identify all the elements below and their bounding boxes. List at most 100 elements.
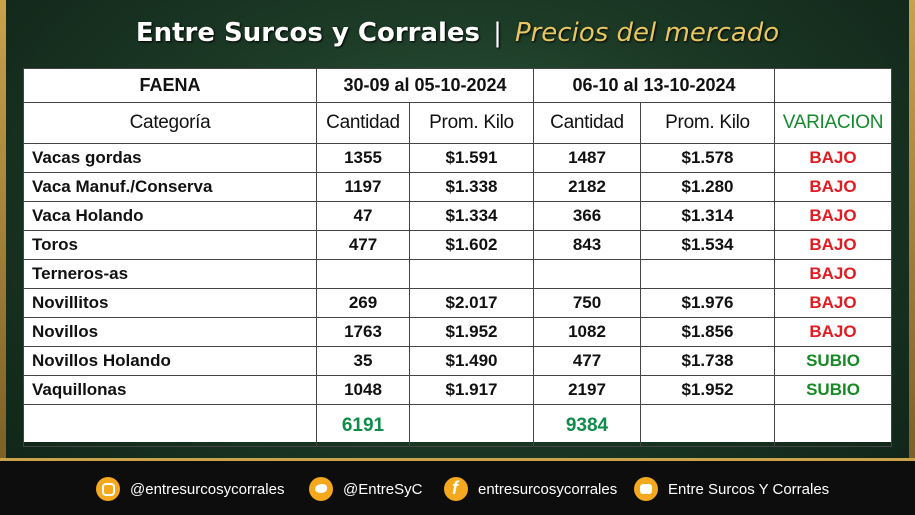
col-header-variacion: VARIACION <box>774 102 892 144</box>
table-row: Novillitos 269 $2.017 750 $1.976 BAJO <box>23 288 892 318</box>
total-cantidad-2: 9384 <box>533 404 641 447</box>
prom-kilo-1-cell <box>409 259 534 289</box>
period1-header: 30-09 al 05-10-2024 <box>316 68 534 103</box>
period2-header: 06-10 al 13-10-2024 <box>533 68 775 103</box>
table-row: Vacas gordas 1355 $1.591 1487 $1.578 BAJO <box>23 143 892 173</box>
prom-kilo-1-cell: $1.334 <box>409 201 534 231</box>
cantidad-2-cell: 1082 <box>533 317 641 347</box>
table-totals-row: 6191 9384 <box>23 404 892 447</box>
table-row: Vaca Manuf./Conserva 1197 $1.338 2182 $1.280… <box>23 172 892 202</box>
totals-empty-cell <box>409 404 534 447</box>
cantidad-1-cell: 47 <box>316 201 410 231</box>
cantidad-2-cell: 1487 <box>533 143 641 173</box>
prom-kilo-1-cell: $2.017 <box>409 288 534 318</box>
twitter-link[interactable]: @EntreSyC <box>309 477 422 501</box>
prom-kilo-1-cell: $1.952 <box>409 317 534 347</box>
prom-kilo-1-cell: $1.591 <box>409 143 534 173</box>
twitter-handle: @EntreSyC <box>343 480 423 498</box>
totals-empty-cell <box>774 404 892 447</box>
prom-kilo-1-cell: $1.338 <box>409 172 534 202</box>
variacion-cell: BAJO <box>774 317 892 347</box>
categoria-cell: Vaca Manuf./Conserva <box>23 172 317 202</box>
categoria-cell: Novillos Holando <box>23 346 317 376</box>
instagram-link[interactable]: @entresurcosycorrales <box>96 477 284 501</box>
facebook-icon <box>444 477 468 501</box>
gold-border-bottom <box>0 458 915 461</box>
table-header-row-columns: Categoría Cantidad Prom. Kilo Cantidad P… <box>23 102 892 144</box>
table-body: Vacas gordas 1355 $1.591 1487 $1.578 BAJO Vaca… <box>23 143 892 405</box>
empty-header-cell <box>774 68 892 103</box>
gold-border-right <box>909 0 915 460</box>
prom-kilo-2-cell: $1.856 <box>640 317 775 347</box>
table-row: Vaca Holando 47 $1.334 366 $1.314 BAJO <box>23 201 892 231</box>
variacion-cell: BAJO <box>774 288 892 318</box>
variacion-cell: BAJO <box>774 172 892 202</box>
title-subtitle: Precios del mercado <box>514 18 780 48</box>
table-row: Vaquillonas 1048 $1.917 2197 $1.952 SUBIO <box>23 375 892 405</box>
prom-kilo-2-cell <box>640 259 775 289</box>
facebook-link[interactable]: entresurcosycorrales <box>444 477 617 501</box>
table-row: Novillos 1763 $1.952 1082 $1.856 BAJO <box>23 317 892 347</box>
page-title: Entre Surcos y Corrales | Precios del me… <box>0 18 915 48</box>
variacion-cell: BAJO <box>774 143 892 173</box>
cantidad-1-cell: 269 <box>316 288 410 318</box>
variacion-cell: BAJO <box>774 230 892 260</box>
total-cantidad-1: 6191 <box>316 404 410 447</box>
cantidad-1-cell: 1763 <box>316 317 410 347</box>
price-table: FAENA 30-09 al 05-10-2024 06-10 al 13-10… <box>23 68 892 447</box>
cantidad-2-cell <box>533 259 641 289</box>
categoria-cell: Novillos <box>23 317 317 347</box>
cantidad-1-cell: 1048 <box>316 375 410 405</box>
prom-kilo-2-cell: $1.314 <box>640 201 775 231</box>
twitter-icon <box>309 477 333 501</box>
social-footer: @entresurcosycorrales @EntreSyC entresur… <box>0 461 915 515</box>
instagram-icon <box>96 477 120 501</box>
cantidad-2-cell: 366 <box>533 201 641 231</box>
instagram-handle: @entresurcosycorrales <box>130 480 285 498</box>
col-header-cantidad-1: Cantidad <box>316 102 410 144</box>
title-separator: | <box>493 18 502 48</box>
faena-header: FAENA <box>23 68 317 103</box>
title-main: Entre Surcos y Corrales <box>135 18 481 48</box>
cantidad-2-cell: 2182 <box>533 172 641 202</box>
col-header-categoria: Categoría <box>23 102 317 144</box>
cantidad-1-cell: 1355 <box>316 143 410 173</box>
variacion-cell: SUBIO <box>774 346 892 376</box>
prom-kilo-2-cell: $1.578 <box>640 143 775 173</box>
cantidad-1-cell: 477 <box>316 230 410 260</box>
col-header-cantidad-2: Cantidad <box>533 102 641 144</box>
categoria-cell: Toros <box>23 230 317 260</box>
variacion-cell: BAJO <box>774 201 892 231</box>
prom-kilo-1-cell: $1.602 <box>409 230 534 260</box>
categoria-cell: Vaca Holando <box>23 201 317 231</box>
table-header-row-periods: FAENA 30-09 al 05-10-2024 06-10 al 13-10… <box>23 68 892 103</box>
col-header-prom-kilo-1: Prom. Kilo <box>409 102 534 144</box>
table-row: Terneros-as BAJO <box>23 259 892 289</box>
price-table-card: FAENA 30-09 al 05-10-2024 06-10 al 13-10… <box>23 68 892 447</box>
categoria-cell: Terneros-as <box>23 259 317 289</box>
facebook-handle: entresurcosycorrales <box>478 480 618 498</box>
prom-kilo-1-cell: $1.490 <box>409 346 534 376</box>
totals-label-cell <box>23 404 317 447</box>
prom-kilo-2-cell: $1.738 <box>640 346 775 376</box>
cantidad-1-cell: 1197 <box>316 172 410 202</box>
cantidad-2-cell: 843 <box>533 230 641 260</box>
cantidad-2-cell: 2197 <box>533 375 641 405</box>
youtube-icon <box>634 477 658 501</box>
gold-border-left <box>0 0 6 460</box>
prom-kilo-1-cell: $1.917 <box>409 375 534 405</box>
table-row: Toros 477 $1.602 843 $1.534 BAJO <box>23 230 892 260</box>
prom-kilo-2-cell: $1.280 <box>640 172 775 202</box>
youtube-link[interactable]: Entre Surcos Y Corrales <box>634 477 829 501</box>
col-header-prom-kilo-2: Prom. Kilo <box>640 102 775 144</box>
cantidad-2-cell: 750 <box>533 288 641 318</box>
prom-kilo-2-cell: $1.534 <box>640 230 775 260</box>
categoria-cell: Vacas gordas <box>23 143 317 173</box>
prom-kilo-2-cell: $1.976 <box>640 288 775 318</box>
variacion-cell: SUBIO <box>774 375 892 405</box>
cantidad-1-cell: 35 <box>316 346 410 376</box>
table-row: Novillos Holando 35 $1.490 477 $1.738 SUBIO <box>23 346 892 376</box>
youtube-channel: Entre Surcos Y Corrales <box>668 480 830 498</box>
categoria-cell: Novillitos <box>23 288 317 318</box>
